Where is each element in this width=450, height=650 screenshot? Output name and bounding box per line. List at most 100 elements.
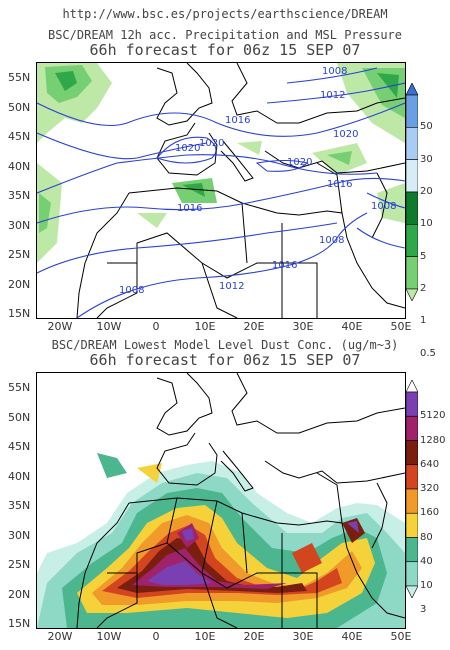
longitude-label: 50E: [390, 320, 412, 333]
colorbar-swatch: [406, 256, 418, 290]
longitude-label: 40E: [341, 630, 363, 643]
latitude-label: 15N: [8, 617, 31, 630]
panel2-subtitle: 66h forecast for 06z 15 SEP 07: [89, 351, 361, 369]
longitude-label: 50E: [390, 630, 412, 643]
panel1-subtitle: 66h forecast for 06z 15 SEP 07: [89, 41, 361, 59]
colorbar-label: 3: [420, 604, 427, 616]
precip-colorbar-svg: [406, 83, 418, 301]
isobar-label: 1008: [119, 285, 144, 296]
colorbar-swatch: [406, 561, 418, 587]
colorbar-label: 1: [420, 315, 427, 327]
colorbar-swatch: [406, 585, 418, 598]
coastlines: [76, 63, 405, 318]
isobar-label: 1008: [319, 235, 344, 246]
colorbar-swatch: [406, 191, 418, 225]
colorbar-swatch: [406, 440, 418, 466]
longitude-label: 30E: [292, 320, 314, 333]
colorbar-label: 5120: [420, 410, 446, 422]
colorbar-label: 320: [420, 483, 440, 494]
source-url: http://www.bsc.es/projects/earthscience/…: [62, 7, 388, 21]
dust-colorbar-svg: [406, 380, 418, 598]
latitude-label: 55N: [8, 381, 31, 394]
latitude-label: 25N: [8, 558, 31, 571]
colorbar-swatch: [406, 159, 418, 193]
colorbar-label: 1280: [420, 434, 446, 446]
latitude-label: 55N: [8, 71, 31, 84]
latitude-label: 20N: [8, 277, 31, 291]
colorbar-label: 40: [420, 555, 433, 567]
colorbar-swatch: [406, 288, 418, 301]
colorbar-swatch: [406, 83, 418, 96]
isobar-label: 1020: [333, 129, 358, 140]
latitude-label: 45N: [8, 130, 31, 143]
isobar-label: 1016: [177, 203, 202, 214]
longitude-label: 20W: [47, 630, 73, 643]
latitude-label: 40N: [8, 159, 31, 173]
colorbar-swatch: [406, 224, 418, 257]
panel1-title: BSC/DREAM 12h acc. Precipitation and MSL…: [47, 28, 402, 42]
longitude-label: 10W: [96, 320, 122, 333]
isobar-label: 1012: [219, 281, 244, 292]
longitude-label: 0: [152, 320, 160, 333]
latitude-label: 35N: [8, 189, 31, 202]
latitude-label: 50N: [8, 100, 31, 114]
colorbar-swatch: [406, 488, 418, 514]
colorbar-swatch: [406, 512, 418, 538]
longitude-label: 20E: [243, 320, 265, 333]
colorbar-swatch: [406, 94, 418, 128]
latitude-label: 25N: [8, 248, 31, 261]
latitude-label: 40N: [8, 469, 31, 483]
longitude-label: 30E: [292, 630, 314, 643]
dust-map: [36, 372, 406, 629]
dust-map-svg: [37, 373, 405, 628]
colorbar-label: 10: [420, 218, 433, 230]
isobar-label: 1016: [327, 179, 352, 190]
longitude-label: 10E: [194, 320, 216, 333]
colorbar-label: 50: [420, 121, 433, 133]
latitude-label: 30N: [8, 218, 31, 232]
colorbar-label: 20: [420, 186, 433, 197]
longitude-label: 20W: [47, 320, 73, 333]
colorbar-swatch: [406, 415, 418, 441]
isobar-label: 1020: [175, 143, 200, 154]
latitude-label: 50N: [8, 410, 31, 424]
colorbar-label: 10: [420, 580, 433, 591]
isobars: [37, 67, 405, 318]
longitude-label: 10E: [194, 630, 216, 643]
colorbar-label: 30: [420, 153, 433, 165]
isobar-label: 1008: [371, 201, 396, 212]
longitude-label: 20E: [243, 630, 265, 643]
colorbar-label: 160: [420, 507, 440, 519]
longitude-label: 40E: [341, 320, 363, 333]
precip-map-svg: 1008 1012 1016 1020 1020 1020 1020 1016 …: [37, 63, 405, 318]
dust-colorbar: [406, 380, 418, 598]
isobar-label: 1012: [320, 90, 345, 101]
latitude-label: 35N: [8, 499, 31, 512]
panel2-title: BSC/DREAM Lowest Model Level Dust Conc. …: [51, 338, 399, 352]
colorbar-label: 0.5: [420, 347, 436, 359]
longitude-label: 10W: [96, 630, 122, 643]
colorbar-label: 5: [420, 250, 427, 262]
longitude-label: 0: [152, 630, 160, 643]
precipitation-areas: [37, 63, 405, 263]
colorbar-swatch: [406, 464, 418, 490]
latitude-label: 45N: [8, 440, 31, 453]
coastlines: [76, 373, 405, 628]
precip-colorbar: [406, 83, 418, 301]
precip-map: 1008 1012 1016 1020 1020 1020 1020 1016 …: [36, 62, 406, 319]
isobar-label: 1008: [322, 66, 347, 77]
colorbar-swatch: [406, 391, 418, 417]
colorbar-label: 80: [420, 531, 433, 543]
latitude-label: 20N: [8, 587, 31, 601]
dust-concentration-areas: [37, 453, 405, 628]
colorbar-label: 640: [420, 458, 440, 470]
isobar-label: 1020: [199, 138, 224, 149]
colorbar-swatch: [406, 537, 418, 563]
isobar-label: 1016: [225, 115, 250, 126]
colorbar-swatch: [406, 380, 418, 393]
isobar-label: 1020: [287, 157, 312, 168]
isobar-label: 1016: [272, 260, 297, 271]
colorbar-label: 2: [420, 283, 427, 294]
colorbar-swatch: [406, 127, 418, 160]
isobar-labels: 1008 1012 1016 1020 1020 1020 1020 1016 …: [119, 66, 396, 296]
